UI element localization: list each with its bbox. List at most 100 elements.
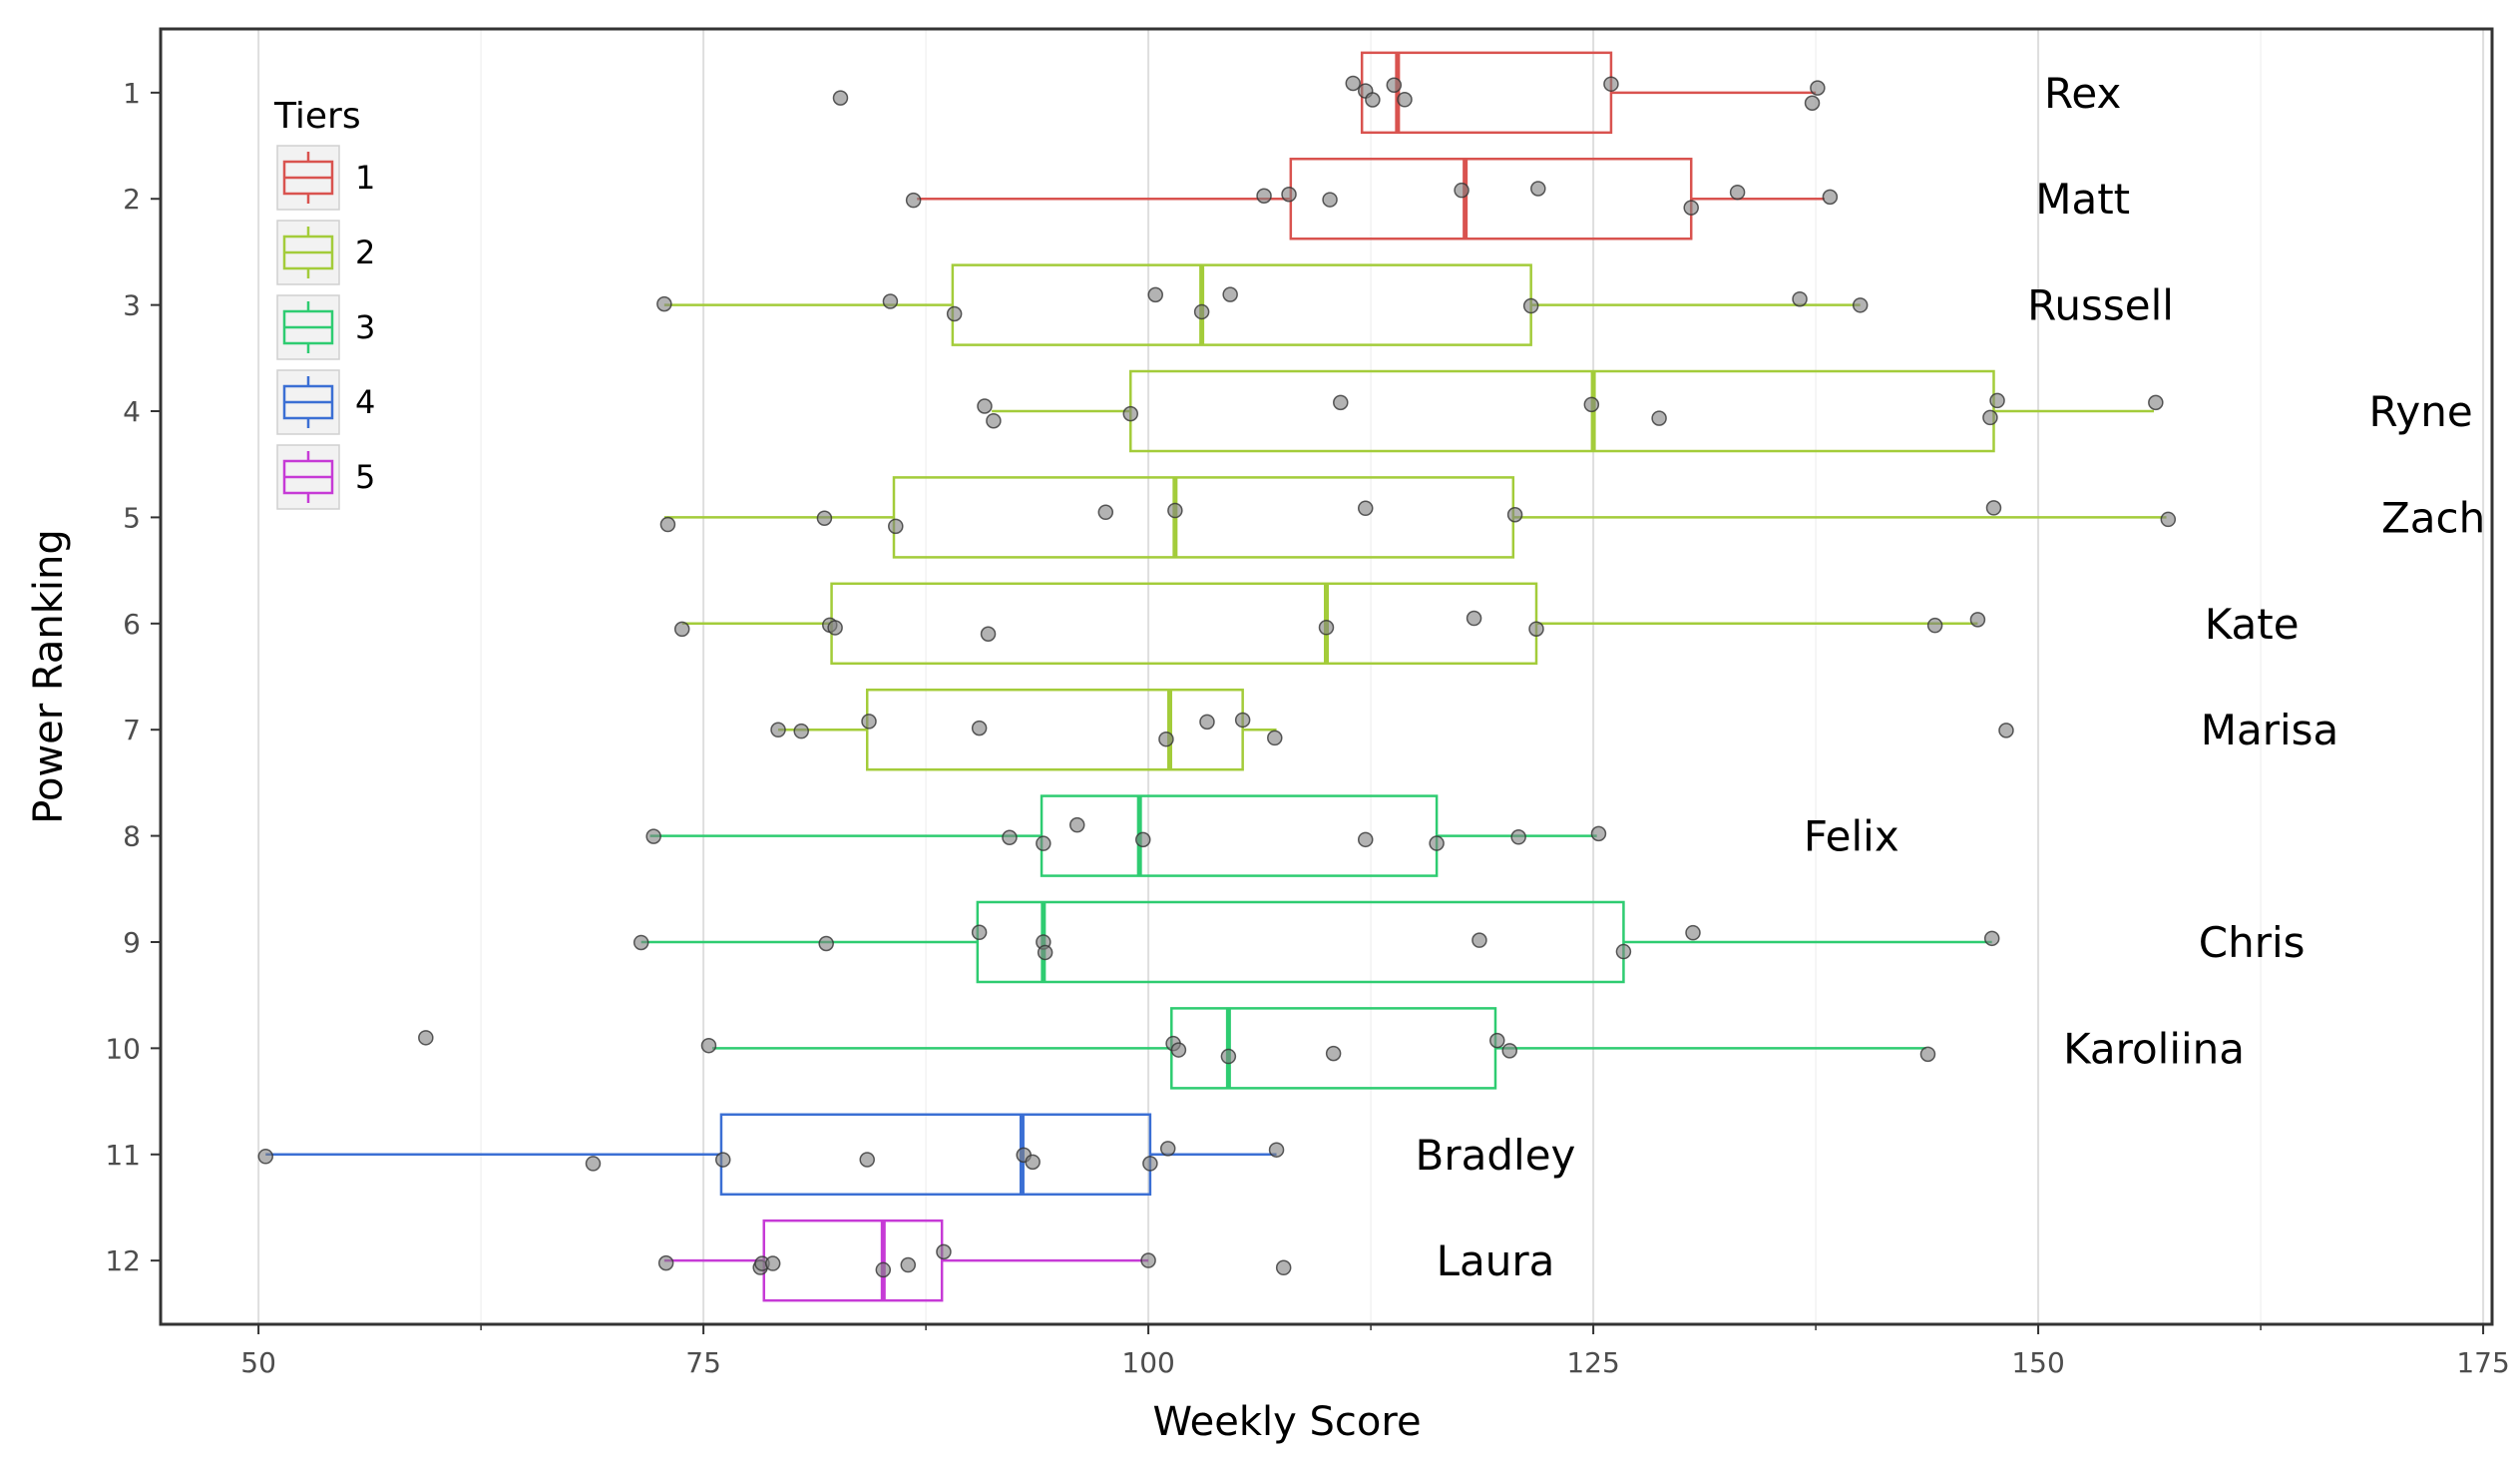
data-point xyxy=(1685,924,1701,941)
data-point xyxy=(1256,188,1272,204)
data-point xyxy=(1275,1259,1292,1276)
y-axis-title: Power Ranking xyxy=(26,529,72,823)
data-point xyxy=(1220,1048,1237,1065)
x-tick-label: 50 xyxy=(240,1346,276,1379)
data-point xyxy=(1147,286,1163,303)
y-tick-label: 8 xyxy=(123,820,141,853)
data-point xyxy=(1985,500,2002,516)
data-point xyxy=(645,828,661,844)
data-point xyxy=(2160,511,2177,528)
box xyxy=(1040,794,1439,877)
data-point xyxy=(1142,1156,1158,1172)
data-point xyxy=(936,1243,952,1260)
data-point xyxy=(656,295,672,312)
data-point xyxy=(882,293,899,309)
data-point xyxy=(1522,297,1539,314)
team-label: Rex xyxy=(2044,69,2121,118)
data-point xyxy=(657,1254,674,1271)
x-axis-title: Weekly Score xyxy=(1152,1399,1421,1445)
data-point xyxy=(1804,95,1821,111)
data-point xyxy=(700,1037,717,1054)
y-tick-label: 6 xyxy=(123,608,141,641)
data-point xyxy=(905,192,922,209)
data-point xyxy=(888,518,904,535)
team-label: Marisa xyxy=(2201,706,2339,754)
x-tick-label: 125 xyxy=(1566,1346,1619,1379)
box xyxy=(976,900,1625,984)
data-point xyxy=(1528,621,1544,637)
data-point xyxy=(418,1030,434,1046)
x-tick-label: 150 xyxy=(2011,1346,2064,1379)
data-point xyxy=(1140,1252,1156,1268)
data-point xyxy=(1822,189,1839,206)
data-point xyxy=(2148,394,2164,411)
data-point xyxy=(1357,831,1374,848)
data-point xyxy=(971,924,988,941)
data-point xyxy=(1510,829,1526,845)
team-label: Zach xyxy=(2381,493,2485,542)
y-tick-label: 3 xyxy=(123,289,141,322)
data-point xyxy=(1386,77,1403,94)
data-point xyxy=(1222,286,1238,302)
data-point xyxy=(1651,410,1667,426)
y-tick-label: 9 xyxy=(123,926,141,959)
data-point xyxy=(585,1156,602,1172)
data-point xyxy=(1193,303,1210,320)
data-point xyxy=(1002,829,1018,845)
box xyxy=(1289,157,1693,241)
box-series xyxy=(265,51,2167,1302)
data-point xyxy=(1397,92,1413,108)
data-point xyxy=(1199,714,1215,731)
data-point xyxy=(1170,1042,1187,1058)
legend-title: Tiers xyxy=(273,96,361,137)
data-point xyxy=(980,626,997,642)
data-point xyxy=(900,1256,917,1273)
data-point xyxy=(764,1255,781,1271)
data-point xyxy=(632,934,649,951)
plot-panel-border xyxy=(159,27,2494,1326)
data-point xyxy=(875,1261,892,1278)
data-point xyxy=(714,1152,731,1168)
data-point xyxy=(1429,835,1445,851)
data-points xyxy=(257,75,2177,1278)
data-point xyxy=(1037,944,1053,961)
team-label: Felix xyxy=(1804,812,1899,861)
data-point xyxy=(673,621,690,638)
y-tick-label: 1 xyxy=(123,77,141,110)
box xyxy=(762,1219,944,1302)
data-point xyxy=(1454,182,1470,199)
data-point xyxy=(946,305,963,322)
data-point xyxy=(818,935,834,952)
box xyxy=(1129,369,1995,453)
data-point xyxy=(1357,500,1374,517)
gridlines xyxy=(257,29,2485,1324)
data-point xyxy=(1036,835,1051,851)
data-point xyxy=(1471,932,1487,948)
data-point xyxy=(1234,712,1251,729)
data-point xyxy=(832,90,849,106)
data-point xyxy=(1926,617,1943,634)
data-point xyxy=(977,398,993,414)
box xyxy=(830,582,1538,666)
data-point xyxy=(1489,1032,1505,1049)
data-point xyxy=(1983,930,2000,947)
data-point xyxy=(1325,1045,1342,1062)
y-tick-label: 11 xyxy=(105,1139,141,1172)
team-label: Russell xyxy=(2027,281,2174,330)
box xyxy=(951,263,1532,346)
team-label: Bradley xyxy=(1416,1131,1576,1180)
data-point xyxy=(1268,1142,1285,1158)
data-point xyxy=(816,510,833,526)
data-point xyxy=(1318,620,1335,636)
data-point xyxy=(1998,723,2014,738)
team-label: Ryne xyxy=(2369,387,2473,436)
data-point xyxy=(1158,731,1174,747)
data-point xyxy=(971,720,988,736)
data-point xyxy=(1583,396,1600,413)
y-tick-label: 4 xyxy=(123,395,141,428)
data-point xyxy=(1322,192,1338,208)
data-point xyxy=(1810,80,1826,96)
y-tick-label: 7 xyxy=(123,714,141,746)
